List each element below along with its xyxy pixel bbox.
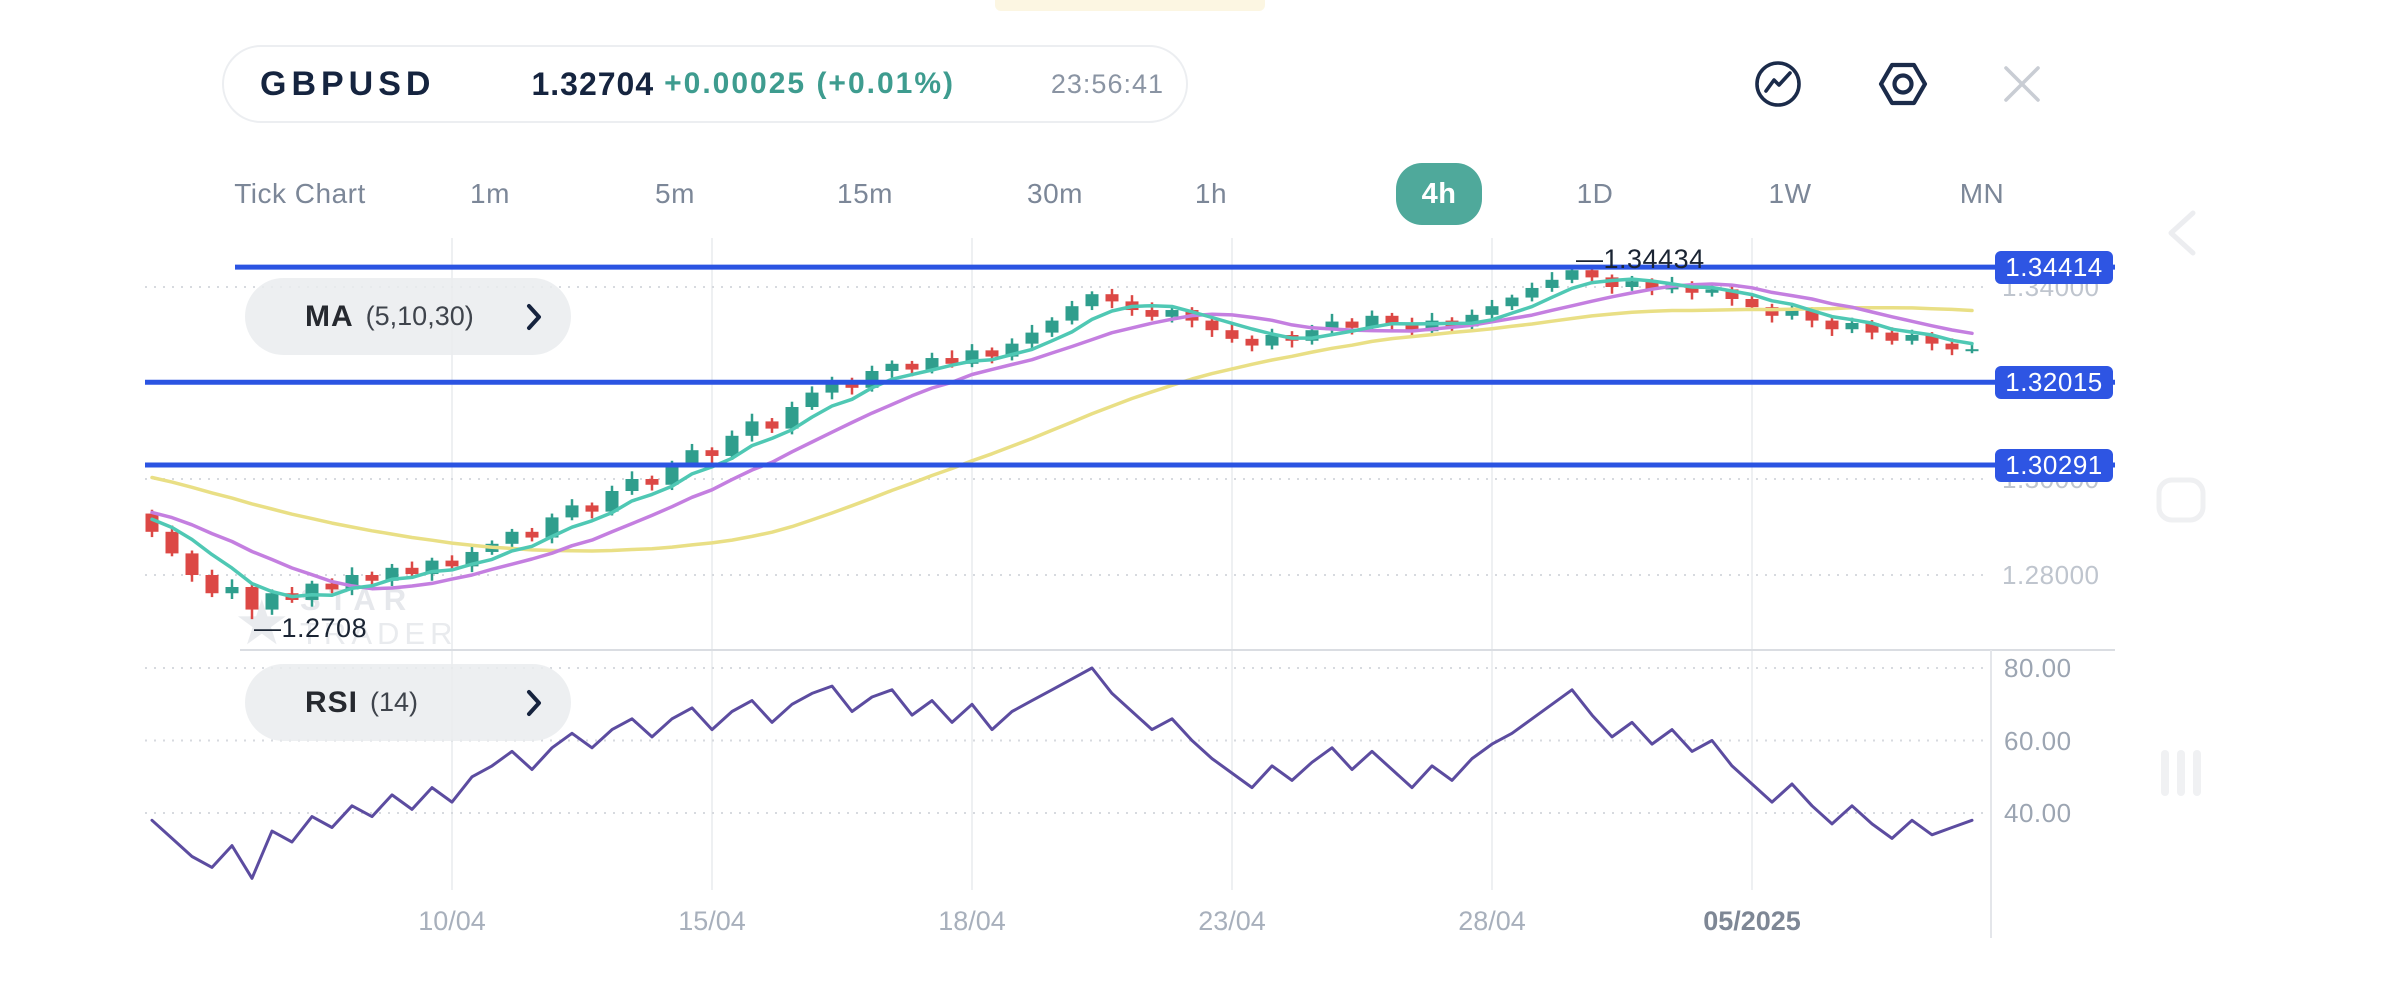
svg-text:★: ★ [234, 589, 290, 658]
date-label: 15/04 [678, 906, 746, 936]
price-level-label: 1.34414 [1995, 251, 2113, 285]
timeframe-tab-1h[interactable]: 1h [1194, 178, 1228, 209]
price-change: +0.00025 (+0.01%) [664, 67, 956, 100]
chevron-right-icon [527, 303, 541, 330]
timeframe-tab-1d[interactable]: 1D [1576, 178, 1614, 209]
rsi-tick: 40.00 [2004, 798, 2072, 828]
screenshot-tool-icon[interactable] [2154, 474, 2208, 526]
timeframe-tab-mn[interactable]: MN [1959, 178, 2005, 209]
date-label: 18/04 [938, 906, 1006, 936]
svg-text:TRADER: TRADER [300, 616, 457, 651]
rsi-tick: 60.00 [2004, 725, 2072, 756]
ma-indicator-params: (5,10,30) [365, 301, 474, 331]
ma-indicator-label: MA [305, 299, 354, 333]
timeframe-tab-4h[interactable]: 4h [1396, 163, 1482, 225]
settings-hexagon-icon[interactable] [1877, 58, 1929, 110]
trend-chart-icon[interactable] [1752, 58, 1804, 110]
last-price: 1.32704 [531, 65, 655, 102]
timeframe-tab-15m[interactable]: 15m [837, 178, 893, 209]
drawing-tools-icon[interactable] [2155, 748, 2207, 798]
timeframe-tab-1w[interactable]: 1W [1768, 178, 1812, 209]
timeframe-tab-1m[interactable]: 1m [470, 178, 510, 209]
rsi-tick: 80.00 [2004, 653, 2072, 683]
date-label: 10/04 [418, 906, 486, 936]
price-level-label: 1.30291 [1995, 449, 2113, 483]
price-tick: 1.28000 [2002, 560, 2100, 590]
close-icon[interactable] [1996, 58, 2048, 110]
quote-time: 23:56:41 [1050, 68, 1164, 99]
chevron-right-icon [527, 689, 541, 716]
date-label: 28/04 [1458, 906, 1526, 936]
date-label: 23/04 [1198, 906, 1266, 936]
timeframe-tab-5m[interactable]: 5m [655, 178, 695, 209]
price-annotation: —1.2708 [254, 613, 368, 644]
rsi-indicator-button[interactable]: RSI (14) [245, 664, 571, 741]
top-notch [995, 0, 1265, 11]
rsi-indicator-params: (14) [370, 687, 419, 717]
timeframe-tab-30m[interactable]: 30m [1027, 178, 1083, 209]
rsi-indicator-label: RSI [305, 685, 359, 719]
collapse-panel-icon[interactable] [2155, 205, 2207, 261]
price-annotation: —1.34434 [1576, 244, 1705, 275]
price-level-label: 1.32015 [1995, 366, 2113, 400]
symbol-header-pill: GBPUSD 1.32704 +0.00025 (+0.01%) 23:56:4… [222, 45, 1188, 123]
timeframe-tab-tick-chart[interactable]: Tick Chart [234, 178, 366, 209]
date-label: 05/2025 [1703, 906, 1801, 936]
ma-indicator-button[interactable]: MA (5,10,30) [245, 278, 571, 355]
symbol-name: GBPUSD [260, 64, 436, 103]
